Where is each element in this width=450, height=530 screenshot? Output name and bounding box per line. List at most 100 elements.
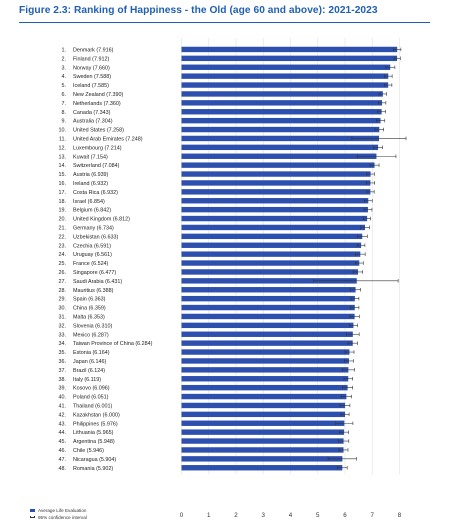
bar [181, 215, 368, 222]
rank-number: 29. [59, 297, 67, 303]
bar [181, 82, 389, 88]
rank-number: 26. [59, 270, 67, 276]
bar [181, 384, 348, 391]
bar [181, 411, 345, 418]
bars [181, 46, 398, 471]
rank-number: 30. [59, 306, 67, 312]
rank-number: 14. [59, 163, 67, 169]
rank-number: 31. [59, 314, 67, 320]
rank-number: 23. [59, 243, 67, 249]
rank-number: 41. [59, 403, 67, 409]
rank-number: 8. [62, 110, 67, 116]
title-divider [19, 22, 430, 24]
bar [181, 393, 347, 400]
rank-number: 4. [62, 74, 67, 80]
rank-number: 16. [59, 181, 67, 187]
rank-number: 15. [59, 172, 67, 178]
x-tick-label: 1 [207, 512, 211, 519]
rank-number: 24. [59, 252, 67, 258]
country-label: Uzbekistan (6.633) [73, 234, 118, 240]
country-label: Netherlands (7.360) [73, 101, 121, 107]
bar [181, 367, 349, 373]
country-label: Uruguay (6.561) [73, 252, 112, 258]
country-label: Belgium (6.842) [73, 208, 111, 214]
country-label: United States (7.258) [73, 128, 124, 134]
country-label: Mauritius (6.388) [73, 288, 114, 294]
country-label: Sweden (7.588) [73, 74, 111, 80]
bar [181, 100, 383, 106]
country-label: Luxembourg (7.214) [73, 145, 122, 151]
country-label: New Zealand (7.390) [73, 92, 124, 98]
bar [181, 153, 377, 159]
bar [181, 91, 383, 97]
bar [181, 260, 360, 266]
bar [181, 224, 366, 231]
country-label: Costa Rica (6.932) [73, 190, 118, 196]
bar [181, 144, 379, 151]
bar [181, 180, 371, 186]
legend: Average Life Evaluation 95% confidence i… [30, 507, 87, 521]
rank-number: 22. [59, 234, 67, 240]
country-label: Estonia (6.164) [73, 350, 110, 356]
x-tick-label: 5 [316, 512, 320, 519]
country-label: Germany (6.734) [73, 225, 114, 231]
bar [181, 162, 375, 168]
country-label: Spain (6.363) [73, 297, 106, 303]
rank-number: 44. [59, 430, 67, 436]
country-label: Nicaragua (5.904) [73, 457, 116, 463]
country-label: Ireland (6.932) [73, 181, 108, 187]
rank-number: 46. [59, 448, 67, 454]
rank-number: 48. [59, 466, 67, 472]
bar [181, 287, 356, 293]
bar [181, 349, 350, 355]
country-label: Kosovo (6.096) [73, 386, 110, 392]
rank-number: 9. [62, 119, 67, 125]
country-label: Romania (5.902) [73, 466, 113, 472]
country-label: Japan (6.146) [73, 359, 106, 365]
x-tick-label: 3 [262, 512, 266, 519]
country-label: Italy (6.119) [73, 377, 101, 383]
bar [181, 46, 398, 53]
country-label: Mexico (6.287) [73, 332, 109, 338]
bar [181, 313, 355, 320]
rank-number: 13. [59, 154, 67, 160]
bar [181, 278, 357, 284]
bar [181, 438, 344, 444]
bar-swatch-icon [30, 509, 35, 512]
country-label: Argentina (5.948) [73, 439, 115, 445]
rank-number: 12. [59, 145, 67, 151]
rank-number: 42. [59, 412, 67, 418]
country-label: Poland (6.051) [73, 395, 109, 401]
rank-number: 28. [59, 288, 67, 294]
country-label: Lithuania (5.965) [73, 430, 114, 436]
figure-title: Figure 2.3: Ranking of Happiness - the O… [19, 5, 378, 16]
country-label: Taiwan Province of China (6.284) [73, 341, 153, 347]
rank-number: 20. [59, 217, 67, 223]
bar [181, 135, 380, 142]
rank-number: 37. [59, 368, 67, 374]
x-axis-ticks: 0 1 2 3 4 5 6 7 8 [180, 512, 402, 519]
bar [181, 109, 382, 115]
legend-label-average: Average Life Evaluation [38, 508, 87, 513]
country-label: Malta (6.353) [73, 314, 105, 320]
x-tick-label: 2 [234, 512, 238, 519]
rank-number: 40. [59, 395, 67, 401]
bar [181, 117, 381, 124]
rank-number: 11. [59, 136, 66, 142]
rank-number: 19. [59, 208, 67, 214]
country-label: Slovenia (6.310) [73, 323, 112, 329]
rank-number: 21. [59, 225, 67, 231]
rank-number: 32. [59, 323, 67, 329]
bar [181, 376, 349, 382]
bar [181, 251, 361, 257]
rank-number: 33. [59, 332, 67, 338]
country-label: Finland (7.912) [73, 56, 109, 62]
bar [181, 198, 369, 204]
x-tick-label: 4 [289, 512, 293, 519]
bar [181, 420, 345, 426]
bar [181, 331, 353, 337]
country-label: Kuwait (7.154) [73, 154, 108, 160]
country-label: Kazakhstan (6.000) [73, 412, 120, 418]
rank-number: 17. [59, 190, 67, 196]
